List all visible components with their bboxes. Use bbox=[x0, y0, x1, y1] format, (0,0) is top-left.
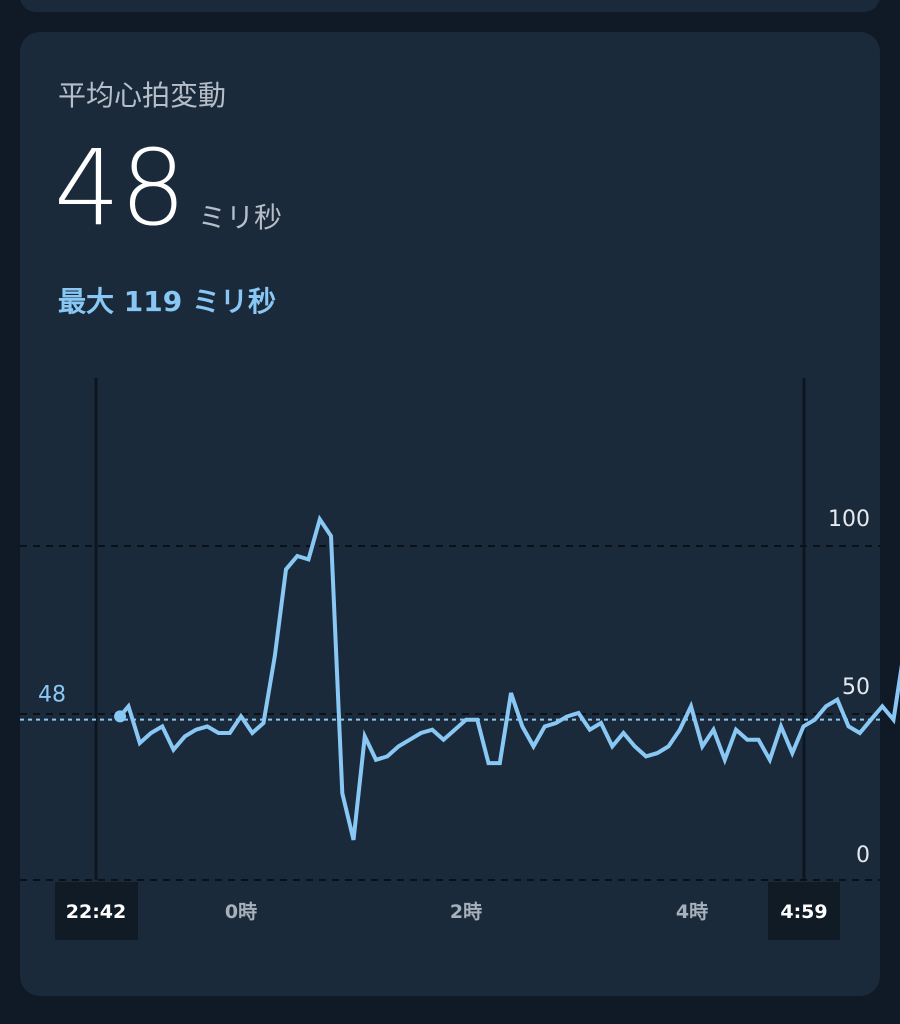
average-line-label: 48 bbox=[38, 683, 66, 708]
hrv-card[interactable]: 平均心拍変動 48 ミリ秒 最大 119 ミリ秒 bbox=[20, 32, 880, 996]
series-start-point bbox=[114, 710, 127, 723]
series-points bbox=[114, 519, 894, 841]
start-time-label: 22:42 bbox=[66, 901, 126, 923]
max-value: 最大 119 ミリ秒 bbox=[58, 285, 276, 318]
x-tick-label-0h: 0時 bbox=[225, 901, 257, 923]
end-time-label: 4:59 bbox=[780, 901, 827, 923]
end-time-box bbox=[768, 882, 840, 940]
previous-card bbox=[20, 0, 880, 12]
x-tick-label-4h: 4時 bbox=[676, 901, 708, 923]
y-tick-label-0: 0 bbox=[856, 843, 870, 868]
x-tick-label-2h: 2時 bbox=[450, 901, 482, 923]
card-title: 平均心拍変動 bbox=[58, 79, 227, 112]
average-unit: ミリ秒 bbox=[198, 201, 283, 234]
y-tick-label-100: 100 bbox=[828, 507, 870, 532]
y-tick-label-50: 50 bbox=[842, 675, 870, 700]
start-time-box bbox=[55, 882, 138, 940]
average-value: 48 bbox=[54, 127, 187, 249]
series-line bbox=[118, 514, 900, 841]
